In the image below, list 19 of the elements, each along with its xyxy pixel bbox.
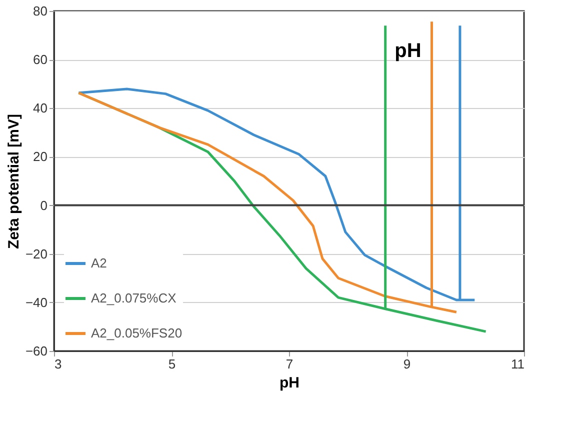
y-tick-label: 80 (33, 4, 48, 18)
x-tick-label: 7 (286, 356, 294, 372)
x-tick-label: 9 (403, 356, 411, 372)
x-tick-label: 11 (511, 356, 524, 372)
legend-label: A2_0.05%FS20 (91, 326, 182, 340)
legend-label: A2_0.075%CX (91, 290, 177, 306)
y-tick-label: −20 (25, 246, 48, 262)
y-tick-label: 60 (33, 52, 48, 68)
y-axis-title: Zeta potential [mV] (5, 114, 22, 250)
x-axis-title: pH (280, 374, 300, 392)
x-tick-label: 3 (54, 356, 62, 372)
x-tick-label: 5 (168, 356, 176, 372)
y-tick-label: −60 (25, 344, 48, 358)
legend-label: A2 (91, 256, 107, 270)
annotation: pH (394, 40, 422, 62)
y-tick-label: 0 (40, 198, 48, 213)
y-tick-label: −40 (25, 294, 48, 310)
y-tick-label: 40 (33, 100, 48, 116)
y-tick-label: 20 (33, 149, 48, 164)
